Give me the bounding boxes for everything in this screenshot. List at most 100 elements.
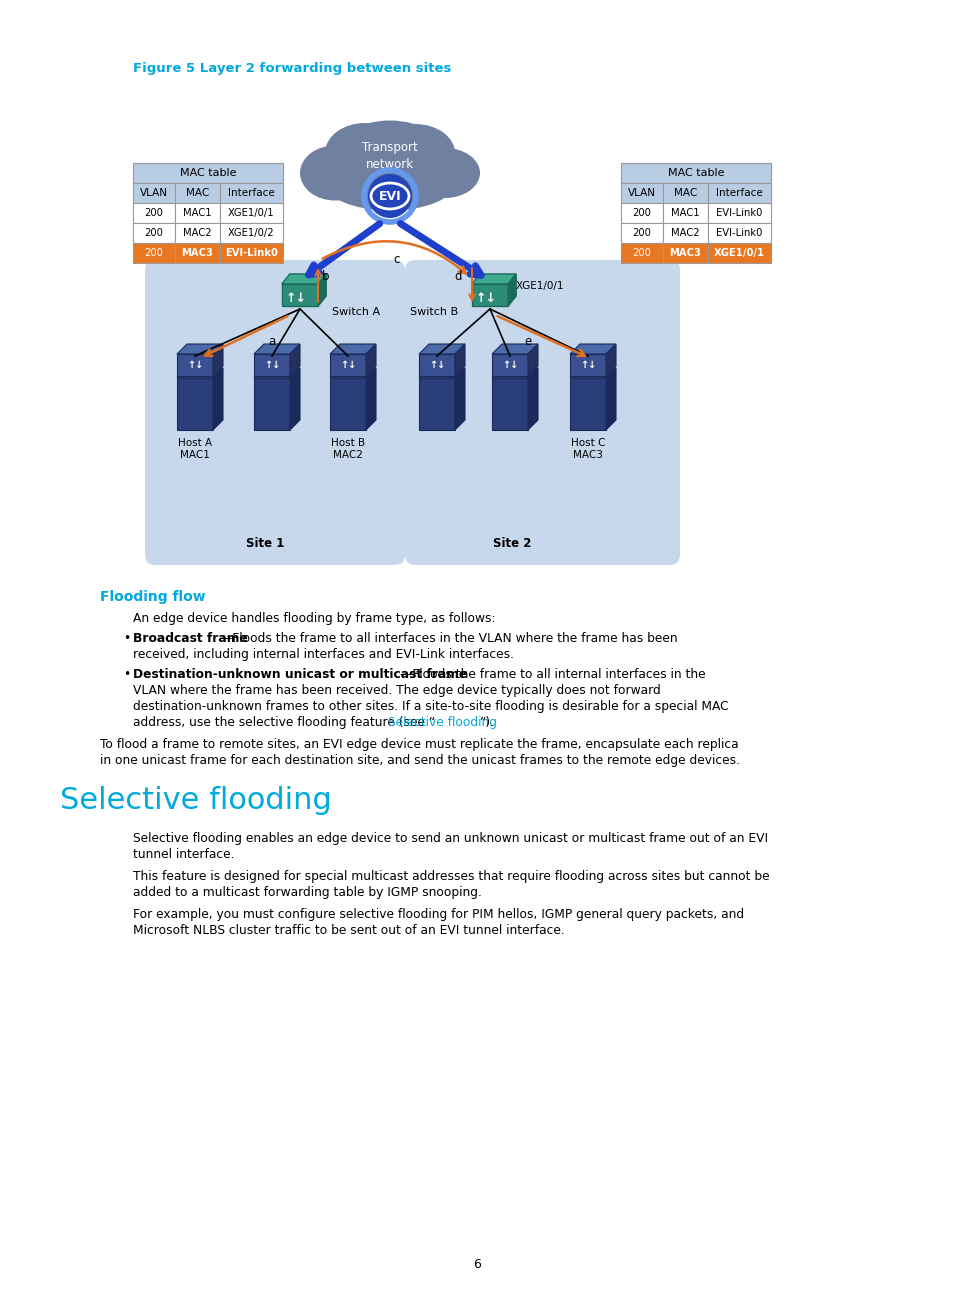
Polygon shape <box>290 368 299 430</box>
Bar <box>492 354 527 376</box>
Bar <box>174 244 220 263</box>
Text: a: a <box>268 334 275 349</box>
Text: VLAN: VLAN <box>140 188 168 198</box>
Polygon shape <box>213 343 223 376</box>
Text: Microsoft NLBS cluster traffic to be sent out of an EVI tunnel interface.: Microsoft NLBS cluster traffic to be sen… <box>132 924 564 937</box>
Text: Switch B: Switch B <box>410 307 457 318</box>
Bar <box>132 244 174 263</box>
Text: •: • <box>123 667 131 680</box>
Text: ”).: ”). <box>479 715 495 728</box>
Polygon shape <box>366 343 375 376</box>
Bar <box>174 183 220 203</box>
Ellipse shape <box>299 145 370 201</box>
Text: Broadcast frame: Broadcast frame <box>132 632 248 645</box>
Bar <box>418 354 455 376</box>
Text: Selective flooding enables an edge device to send an unknown unicast or multicas: Selective flooding enables an edge devic… <box>132 832 767 845</box>
Text: ↑↓: ↑↓ <box>285 292 306 305</box>
Text: MAC1: MAC1 <box>671 207 700 218</box>
Bar <box>132 163 283 183</box>
Polygon shape <box>508 273 516 306</box>
Bar <box>492 378 527 430</box>
Text: ↑↓: ↑↓ <box>264 360 280 369</box>
Bar <box>220 203 283 223</box>
Polygon shape <box>253 368 299 378</box>
Text: in one unicast frame for each destination site, and send the unicast frames to t: in one unicast frame for each destinatio… <box>100 754 740 767</box>
Ellipse shape <box>325 156 455 210</box>
Text: ↑↓: ↑↓ <box>429 360 445 369</box>
Ellipse shape <box>410 148 479 198</box>
Text: ↑↓: ↑↓ <box>501 360 517 369</box>
Text: MAC: MAC <box>673 188 697 198</box>
Bar <box>620 163 770 183</box>
Polygon shape <box>418 368 464 378</box>
Text: e: e <box>524 334 531 349</box>
Polygon shape <box>330 343 375 354</box>
Text: Selective flooding: Selective flooding <box>388 715 497 728</box>
Text: Destination-unknown unicast or multicast frame: Destination-unknown unicast or multicast… <box>132 667 467 680</box>
Polygon shape <box>366 368 375 430</box>
Text: —Floods the frame to all interfaces in the VLAN where the frame has been: —Floods the frame to all interfaces in t… <box>220 632 677 645</box>
Polygon shape <box>472 273 516 284</box>
Text: MAC3: MAC3 <box>181 248 213 258</box>
Text: received, including internal interfaces and EVI-Link interfaces.: received, including internal interfaces … <box>132 648 514 661</box>
Text: ↑↓: ↑↓ <box>579 360 596 369</box>
Polygon shape <box>527 368 537 430</box>
Polygon shape <box>318 273 326 306</box>
Text: Host B
MAC2: Host B MAC2 <box>331 438 365 460</box>
Text: ↑↓: ↑↓ <box>475 292 496 305</box>
Text: For example, you must configure selective flooding for PIM hellos, IGMP general : For example, you must configure selectiv… <box>132 908 743 921</box>
Circle shape <box>368 174 412 218</box>
Polygon shape <box>455 343 464 376</box>
Bar <box>132 183 174 203</box>
Text: destination-unknown frames to other sites. If a site-to-site flooding is desirab: destination-unknown frames to other site… <box>132 700 728 713</box>
Text: XGE1/0/1: XGE1/0/1 <box>228 207 274 218</box>
Bar <box>707 183 770 203</box>
FancyBboxPatch shape <box>281 284 318 306</box>
Bar <box>330 354 366 376</box>
Text: EVI-Link0: EVI-Link0 <box>225 248 277 258</box>
Bar <box>662 223 707 244</box>
Text: Site 1: Site 1 <box>246 537 284 550</box>
Bar <box>177 354 213 376</box>
FancyBboxPatch shape <box>405 260 679 565</box>
Text: 200: 200 <box>632 228 651 238</box>
Text: Host A
MAC1: Host A MAC1 <box>178 438 212 460</box>
Polygon shape <box>569 368 616 378</box>
Text: 200: 200 <box>145 248 163 258</box>
Text: Host C
MAC3: Host C MAC3 <box>570 438 604 460</box>
Polygon shape <box>213 368 223 430</box>
Polygon shape <box>492 343 537 354</box>
Polygon shape <box>569 343 616 354</box>
Polygon shape <box>605 368 616 430</box>
Text: MAC: MAC <box>186 188 209 198</box>
Text: b: b <box>322 271 329 284</box>
Bar <box>330 378 366 430</box>
Bar <box>620 203 662 223</box>
Text: MAC table: MAC table <box>667 168 723 178</box>
Bar <box>132 203 174 223</box>
Bar <box>662 244 707 263</box>
FancyBboxPatch shape <box>145 260 405 565</box>
Bar <box>569 354 605 376</box>
Text: MAC3: MAC3 <box>669 248 700 258</box>
Polygon shape <box>290 343 299 376</box>
Text: c: c <box>394 253 399 266</box>
Bar <box>662 203 707 223</box>
Text: ↑↓: ↑↓ <box>339 360 355 369</box>
Text: This feature is designed for special multicast addresses that require flooding a: This feature is designed for special mul… <box>132 870 769 883</box>
Text: 200: 200 <box>145 228 163 238</box>
Text: MAC2: MAC2 <box>183 228 212 238</box>
Text: added to a multicast forwarding table by IGMP snooping.: added to a multicast forwarding table by… <box>132 886 481 899</box>
Text: d: d <box>454 271 461 284</box>
Text: address, use the selective flooding feature (see “: address, use the selective flooding feat… <box>132 715 435 728</box>
Bar <box>620 183 662 203</box>
Text: Flooding flow: Flooding flow <box>100 590 206 604</box>
Bar <box>707 244 770 263</box>
Text: 200: 200 <box>145 207 163 218</box>
Ellipse shape <box>325 123 405 183</box>
Text: MAC2: MAC2 <box>671 228 700 238</box>
Text: VLAN: VLAN <box>627 188 656 198</box>
Bar <box>220 183 283 203</box>
Bar <box>220 223 283 244</box>
Text: EVI: EVI <box>378 189 401 202</box>
